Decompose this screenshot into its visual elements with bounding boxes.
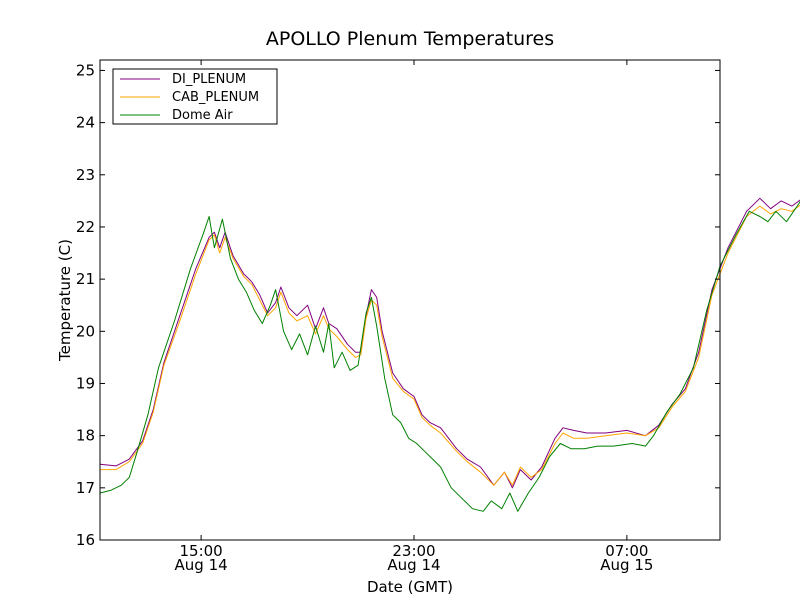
series-line-dome-air <box>99 201 800 512</box>
y-axis-label: Temperature (C) <box>56 239 74 362</box>
y-tick-label: 20 <box>76 322 95 340</box>
x-tick-label-time: 23:00 <box>392 542 435 560</box>
series-line-cab-plenum <box>100 204 800 486</box>
legend-label-cab-plenum: CAB_PLENUM <box>172 90 259 105</box>
chart-title: APOLLO Plenum Temperatures <box>266 28 554 50</box>
x-tick-label-time: 07:00 <box>605 542 648 560</box>
x-tick-label-date: Aug 14 <box>387 556 440 574</box>
y-tick-label: 24 <box>76 114 95 132</box>
y-tick-label: 23 <box>76 166 95 184</box>
y-axis: 16 17 18 19 20 21 22 23 24 25 <box>76 61 720 549</box>
x-axis-label: Date (GMT) <box>367 578 453 596</box>
legend-label-di-plenum: DI_PLENUM <box>172 72 246 87</box>
x-tick-label-time: 15:00 <box>179 542 222 560</box>
legend-label-dome-air: Dome Air <box>172 108 233 123</box>
legend: DI_PLENUM CAB_PLENUM Dome Air <box>112 68 278 125</box>
plot-area <box>99 59 800 541</box>
x-tick-label-date: Aug 14 <box>175 556 228 574</box>
y-tick-label: 16 <box>76 531 95 549</box>
y-tick-label: 17 <box>76 479 95 497</box>
series-line-di-plenum <box>99 197 800 489</box>
y-tick-label: 21 <box>76 270 95 288</box>
y-tick-label: 19 <box>76 374 95 392</box>
x-tick-label-date: Aug 15 <box>600 556 653 574</box>
axes-frame <box>99 59 721 541</box>
y-tick-label: 22 <box>76 218 95 236</box>
y-tick-label: 18 <box>76 427 95 445</box>
y-tick-label: 25 <box>76 61 95 79</box>
